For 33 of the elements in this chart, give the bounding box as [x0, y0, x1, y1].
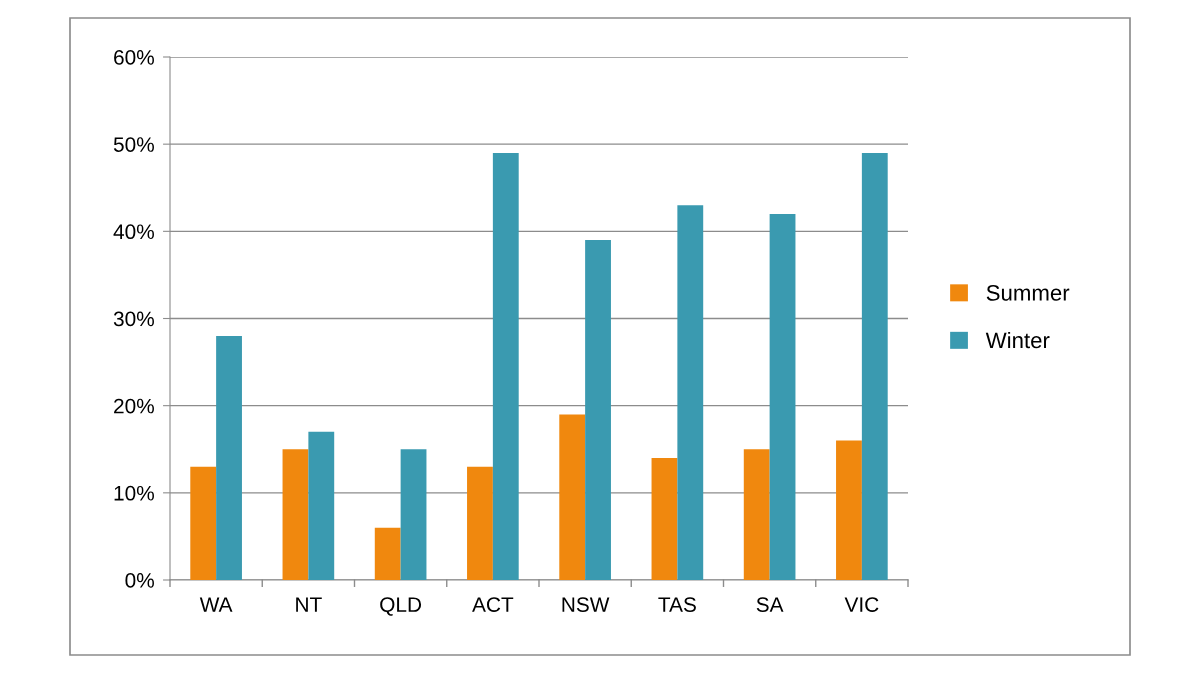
bar — [374, 527, 401, 580]
y-tick-label: 30% — [113, 311, 154, 327]
x-tick-label: WA — [199, 597, 233, 612]
y-tick-label: 10% — [114, 485, 154, 501]
y-tick-label: 20% — [114, 398, 154, 414]
bar — [400, 449, 427, 580]
legend-label: Winter — [985, 331, 1050, 349]
y-tick-label: 60% — [114, 50, 154, 65]
bar — [467, 466, 493, 580]
legend-label: Summer — [986, 285, 1070, 301]
bar — [190, 466, 217, 580]
y-tick-label: 50% — [113, 137, 154, 152]
bar — [308, 431, 335, 580]
y-tick-label: 40% — [113, 224, 154, 240]
bar — [836, 440, 862, 580]
bar — [282, 449, 309, 580]
x-tick-label: TAS — [658, 597, 696, 612]
x-tick-label: NSW — [562, 597, 610, 612]
x-tick-label: ACT — [472, 597, 514, 612]
bar — [651, 457, 678, 580]
x-tick-label: NT — [296, 597, 322, 612]
bar — [585, 240, 611, 580]
x-tick-label: VIC — [844, 597, 879, 612]
bar — [743, 449, 770, 580]
bar — [677, 205, 704, 580]
bar — [559, 414, 586, 580]
y-tick-label: 0% — [125, 573, 154, 588]
bar — [492, 152, 519, 580]
bar — [216, 335, 242, 580]
bar — [769, 213, 796, 580]
x-tick-label: SA — [756, 597, 784, 612]
bar — [861, 152, 888, 580]
x-tick-label: QLD — [380, 597, 422, 616]
